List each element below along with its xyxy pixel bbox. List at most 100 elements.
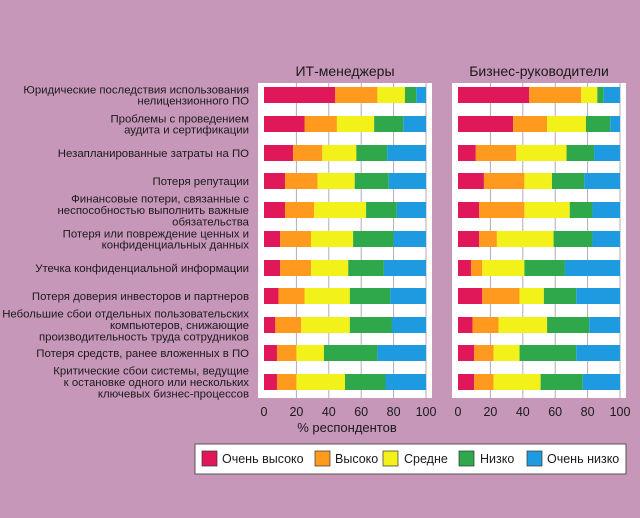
- tick-label: 60: [548, 405, 562, 419]
- tick-label: 20: [483, 405, 497, 419]
- bar-segment: [479, 231, 497, 247]
- bar-segment: [304, 116, 337, 132]
- bar-segment: [335, 87, 378, 103]
- category-label: обязательства: [172, 216, 250, 228]
- bar-segment: [516, 145, 567, 161]
- category-label: Потеря доверия инвесторов и партнеров: [32, 291, 249, 303]
- bar-segment: [264, 173, 286, 189]
- bar-segment: [566, 145, 595, 161]
- legend-swatch: [382, 450, 399, 467]
- tick-label: 40: [322, 405, 336, 419]
- bar-segment: [264, 145, 294, 161]
- bar-segment: [383, 260, 426, 276]
- tick-label: 60: [354, 405, 368, 419]
- category-label: к остановке одного или нескольких: [64, 377, 250, 389]
- bar-segment: [543, 288, 577, 304]
- bar-segment: [519, 288, 544, 304]
- bar-segment: [576, 345, 620, 361]
- bar-segment: [479, 202, 525, 218]
- bar-segment: [475, 145, 517, 161]
- bar-segment: [304, 288, 350, 304]
- bar-segment: [403, 116, 426, 132]
- bar-segment: [458, 345, 475, 361]
- bar-segment: [280, 260, 311, 276]
- panel-title: ИТ-менеджеры: [295, 63, 394, 79]
- tick-label: 0: [261, 405, 268, 419]
- category-label: Потеря репутации: [153, 176, 249, 188]
- bar-segment: [264, 317, 276, 333]
- tick-label: 0: [455, 405, 462, 419]
- bar-segment: [610, 116, 620, 132]
- bar-segment: [458, 260, 471, 276]
- category-label: Небольшие сбои отдельных пользовательски…: [2, 309, 249, 321]
- bar-segment: [317, 173, 355, 189]
- category-label: Критические сбои системы, ведущие: [53, 366, 249, 378]
- bar-segment: [603, 87, 620, 103]
- bar-segment: [404, 87, 417, 103]
- category-label: Утечка конфиденциальной информации: [35, 263, 249, 275]
- bar-segment: [390, 288, 426, 304]
- category-label: компьютеров, снижающие: [110, 320, 249, 332]
- bar-segment: [377, 87, 405, 103]
- x-axis-title: % респондентов: [297, 420, 397, 435]
- bar-segment: [264, 374, 277, 390]
- bar-segment: [564, 260, 620, 276]
- category-label: Потеря или повреждение ценных и: [63, 228, 249, 240]
- bar-segment: [285, 173, 318, 189]
- bar-segment: [356, 145, 388, 161]
- panel-title: Бизнес-руководители: [469, 63, 609, 79]
- bar-segment: [280, 231, 311, 247]
- bar-segment: [576, 288, 620, 304]
- bar-segment: [482, 260, 525, 276]
- bar-segment: [385, 374, 426, 390]
- legend-label: Очень низко: [547, 452, 619, 466]
- category-label: Потеря средств, ранее вложенных в ПО: [36, 348, 249, 360]
- bar-segment: [458, 116, 514, 132]
- bar-segment: [323, 345, 378, 361]
- legend-swatch: [314, 450, 331, 467]
- bar-segment: [301, 317, 350, 333]
- category-label: конфиденциальных данных: [102, 240, 250, 252]
- bar-segment: [584, 173, 620, 189]
- bar-segment: [474, 345, 494, 361]
- bar-segment: [296, 374, 345, 390]
- bar-segment: [345, 374, 386, 390]
- legend-label: Очень высоко: [222, 452, 304, 466]
- bar-segment: [322, 145, 357, 161]
- legend-label: Средне: [404, 452, 448, 466]
- bar-segment: [474, 374, 494, 390]
- legend-label: Низко: [480, 452, 514, 466]
- bar-segment: [594, 145, 620, 161]
- bar-segment: [547, 116, 586, 132]
- bar-segment: [458, 317, 473, 333]
- bar-segment: [276, 345, 297, 361]
- bar-segment: [592, 202, 620, 218]
- bar-segment: [264, 87, 336, 103]
- bar-segment: [547, 317, 590, 333]
- tick-label: 20: [289, 405, 303, 419]
- bar-segment: [589, 317, 620, 333]
- category-label: Проблемы с проведением: [110, 113, 249, 125]
- category-label: неспособностью выполнить важные: [58, 205, 249, 217]
- bar-segment: [264, 260, 281, 276]
- bar-segment: [493, 374, 541, 390]
- bar-segment: [581, 87, 598, 103]
- bar-segment: [519, 345, 577, 361]
- bar-segment: [310, 231, 354, 247]
- legend-swatch: [201, 450, 218, 467]
- bar-segment: [524, 202, 570, 218]
- bar-segment: [264, 202, 286, 218]
- bar-segment: [264, 116, 305, 132]
- tick-label: 80: [387, 405, 401, 419]
- bar-segment: [458, 374, 475, 390]
- bar-segment: [458, 87, 530, 103]
- bar-segment: [458, 231, 480, 247]
- bar-segment: [585, 116, 611, 132]
- bar-segment: [275, 317, 302, 333]
- bar-segment: [524, 260, 565, 276]
- bar-segment: [314, 202, 367, 218]
- bar-segment: [366, 202, 397, 218]
- bar-segment: [569, 202, 593, 218]
- legend-swatch: [458, 450, 475, 467]
